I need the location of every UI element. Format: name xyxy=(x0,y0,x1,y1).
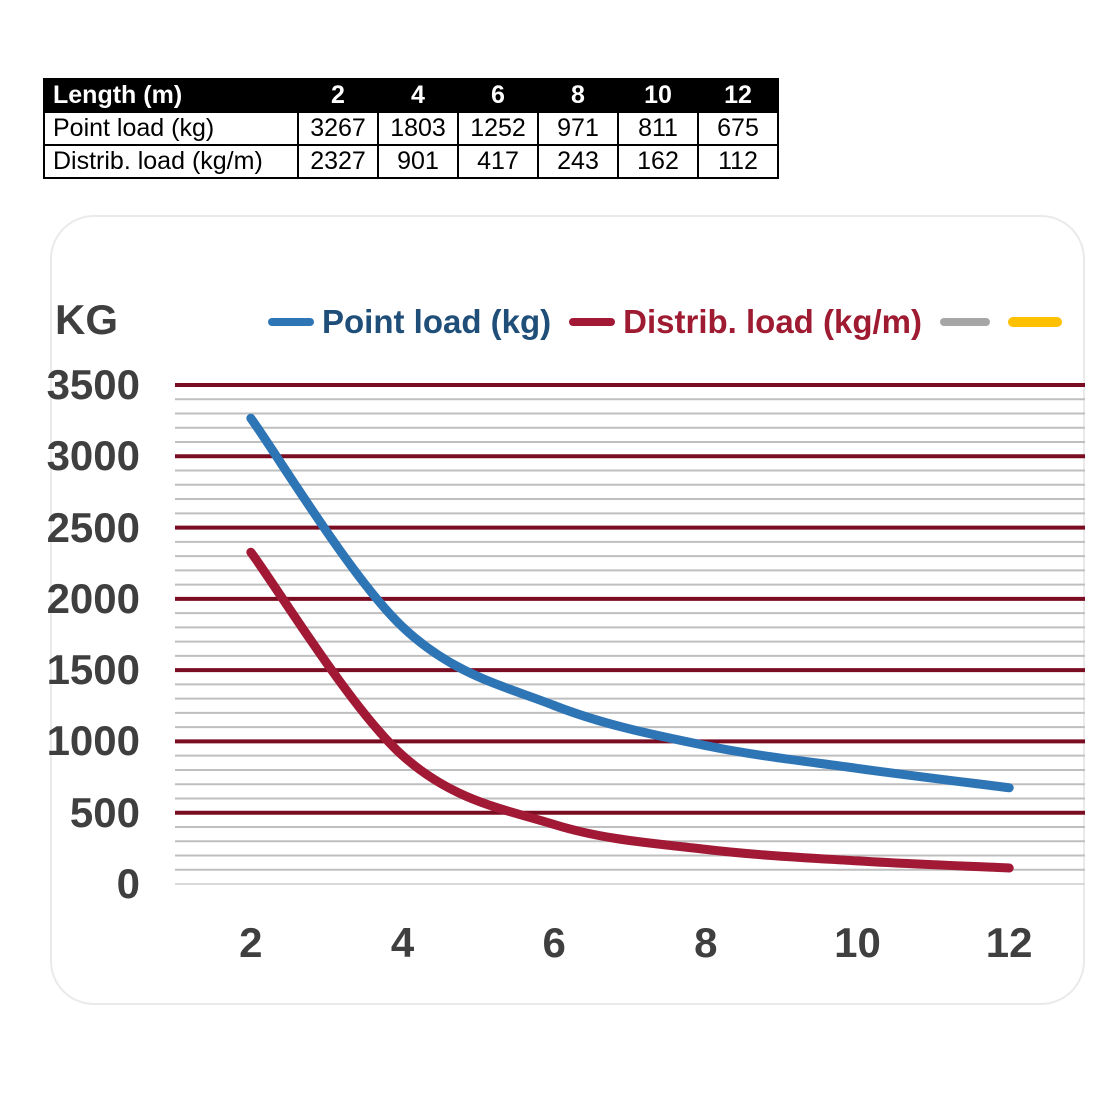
series-line xyxy=(246,547,1014,873)
table-header-row: Length (m) 2 4 6 8 10 12 xyxy=(43,78,779,113)
table-cell: 1803 xyxy=(377,111,459,146)
table-cell: 162 xyxy=(617,144,699,179)
table-header-cell: 10 xyxy=(617,78,699,113)
table-row-label: Point load (kg) xyxy=(43,111,299,146)
table-cell: 811 xyxy=(617,111,699,146)
chart-panel xyxy=(50,215,1085,1005)
x-tick-label: 8 xyxy=(694,919,718,966)
table-cell: 971 xyxy=(537,111,619,146)
y-tick-label: 500 xyxy=(69,788,140,836)
y-tick-label: 3000 xyxy=(46,432,140,480)
legend-line-sample-icon xyxy=(268,318,314,326)
x-tick-label: 2 xyxy=(239,919,263,966)
legend-line-sample-icon xyxy=(940,318,991,326)
x-tick-label: 10 xyxy=(834,919,881,966)
series-line xyxy=(246,413,1014,793)
legend-label: Point load (kg) xyxy=(322,303,552,340)
y-tick-label: 2000 xyxy=(46,574,140,622)
legend-item: Point load (kg) xyxy=(268,303,551,341)
table-header-cell: 12 xyxy=(697,78,779,113)
y-axis-title: KG xyxy=(55,296,118,343)
legend-line-sample-icon xyxy=(569,318,616,326)
table-cell: 3267 xyxy=(297,111,379,146)
table-row: Distrib. load (kg/m) 2327 901 417 243 162 112 xyxy=(43,144,779,179)
table-cell: 417 xyxy=(457,144,539,179)
legend-label: Distrib. load (kg/m) xyxy=(623,303,923,340)
chart-legend: Point load (kg) Distrib. load (kg/m) xyxy=(268,300,1063,344)
load-table: Length (m) 2 4 6 8 10 12 Point load (kg) 3267 1… xyxy=(43,78,779,179)
table-row: Point load (kg) 3267 1803 1252 971 811 675 xyxy=(43,111,779,146)
y-tick-label: 0 xyxy=(116,860,140,907)
table-cell: 243 xyxy=(537,144,619,179)
table-cell: 1252 xyxy=(457,111,539,146)
legend-item: Distrib. load (kg/m) xyxy=(569,303,922,341)
table-header-cell: 6 xyxy=(457,78,539,113)
table-header-cell: 8 xyxy=(537,78,619,113)
table-body: Point load (kg) 3267 1803 1252 971 811 675 Dist… xyxy=(43,111,779,179)
table-header-cell: 4 xyxy=(377,78,459,113)
y-tick-label: 1000 xyxy=(46,717,140,765)
table-header-cell: 2 xyxy=(297,78,379,113)
table-cell: 112 xyxy=(697,144,779,179)
legend-item xyxy=(940,318,991,326)
y-tick-label: 3500 xyxy=(46,361,140,408)
x-tick-label: 6 xyxy=(542,919,566,966)
table-row-label: Distrib. load (kg/m) xyxy=(43,144,299,179)
table-cell: 675 xyxy=(697,111,779,146)
table-header-label: Length (m) xyxy=(43,78,299,113)
legend-item xyxy=(1008,317,1063,327)
x-tick-label: 4 xyxy=(390,919,415,966)
legend-line-sample-icon xyxy=(1008,317,1063,327)
x-tick-label: 12 xyxy=(985,919,1033,966)
y-tick-label: 2500 xyxy=(46,503,140,551)
table-cell: 901 xyxy=(377,144,459,179)
table-cell: 2327 xyxy=(297,144,379,179)
y-tick-label: 1500 xyxy=(46,646,140,694)
